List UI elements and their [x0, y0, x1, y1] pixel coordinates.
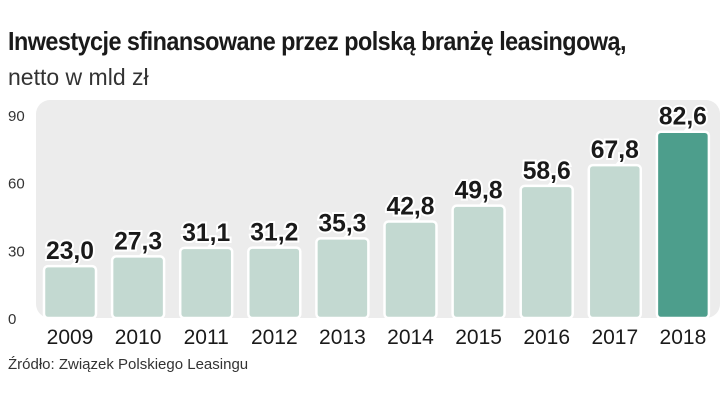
value-label-2010: 27,3 — [114, 227, 162, 255]
x-tick-label-2013: 2013 — [319, 326, 366, 349]
x-tick-label-2011: 2011 — [184, 326, 229, 349]
value-label-2015: 49,8 — [455, 177, 503, 205]
x-tick-label-2014: 2014 — [387, 326, 434, 349]
x-tick-label-2015: 2015 — [455, 326, 502, 349]
chart-title: Inwestycje sfinansowane przez polską bra… — [8, 26, 626, 56]
x-tick-label-2016: 2016 — [523, 326, 570, 349]
y-tick-label: 30 — [8, 243, 25, 260]
bar-2011 — [178, 246, 234, 320]
y-tick-label: 90 — [8, 108, 25, 125]
value-label-2016: 58,6 — [523, 157, 571, 185]
value-label-2013: 35,3 — [318, 209, 366, 237]
x-tick-label-2012: 2012 — [251, 326, 298, 349]
bar-2014 — [383, 220, 438, 320]
x-tick-label-2010: 2010 — [115, 326, 162, 349]
value-label-2014: 42,8 — [387, 192, 435, 220]
bar-2013 — [315, 237, 370, 320]
value-label-2011: 31,1 — [182, 219, 230, 247]
source-note: Źródło: Związek Polskiego Leasingu — [8, 356, 249, 373]
value-label-2018: 82,6 — [659, 103, 707, 131]
y-axis: 0 30 60 90 — [8, 108, 25, 328]
x-tick-label-2009: 2009 — [47, 326, 94, 349]
y-tick-label: 0 — [8, 311, 16, 328]
x-tick-label-2018: 2018 — [660, 326, 707, 349]
x-tick-label-2017: 2017 — [591, 326, 638, 349]
value-labels-group: 23,0 27,3 31,1 31,2 35,3 42,8 49,8 58,6 67,8 82,6 — [44, 101, 709, 267]
bar-2015 — [451, 204, 506, 320]
bars-group — [42, 130, 711, 320]
value-label-2009: 23,0 — [46, 237, 94, 265]
bar-2009 — [42, 264, 98, 320]
bar-2018 — [655, 130, 711, 320]
y-tick-label: 60 — [8, 176, 25, 193]
bar-2010 — [110, 255, 166, 320]
bar-2012 — [247, 246, 302, 320]
value-label-2017: 67,8 — [591, 136, 639, 164]
bar-2017 — [587, 163, 643, 320]
chart-subtitle: netto w mld zł — [8, 64, 149, 90]
bar-2016 — [519, 184, 574, 320]
value-label-2012: 31,2 — [250, 219, 298, 247]
x-axis: 2009 2010 2011 2012 2013 2014 2015 2016 2017 2018 — [47, 326, 707, 349]
